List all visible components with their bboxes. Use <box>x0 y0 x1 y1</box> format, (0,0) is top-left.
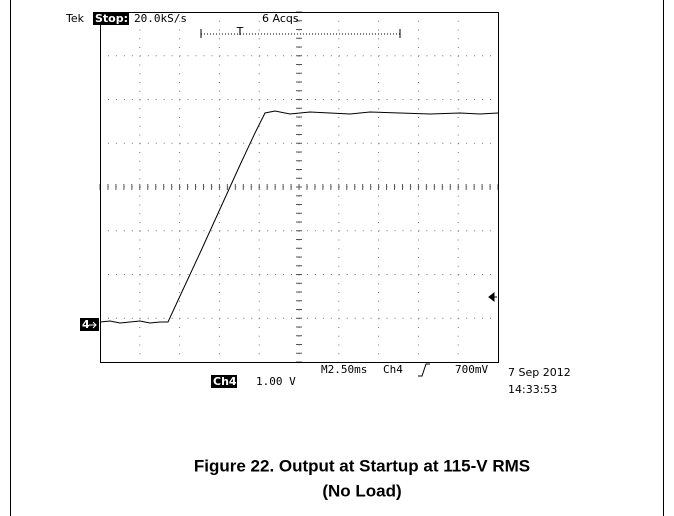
sample-rate: 20.0kS/s <box>134 12 187 25</box>
graticule <box>99 11 499 363</box>
acquisitions: 6 Acqs <box>262 12 299 25</box>
waveform <box>99 110 499 324</box>
channel-bg <box>211 375 237 388</box>
state-bg <box>93 12 129 25</box>
frame <box>10 0 664 516</box>
trigger-slope <box>418 363 430 377</box>
trigger-marker: T <box>236 25 244 38</box>
trigger-channel: Ch4 <box>383 363 403 376</box>
screen-border <box>100 12 499 363</box>
channel-marker: 4 <box>82 318 90 331</box>
state: Stop: <box>95 12 128 25</box>
channel-scale: 1.00 V <box>256 375 296 388</box>
trigger-level-arrow <box>488 291 497 303</box>
caption-line: Figure 22. Output at Startup at 115-V RM… <box>194 456 530 475</box>
caption-line: (No Load) <box>322 481 401 500</box>
timebase: M2.50ms <box>321 363 367 376</box>
brand: Tek <box>65 12 85 25</box>
channel-arrow <box>89 321 97 329</box>
trigger-level: 700mV <box>455 363 488 376</box>
time: 14:33:53 <box>508 383 557 396</box>
date: 7 Sep 2012 <box>508 366 571 379</box>
channel: Ch4 <box>213 375 237 388</box>
